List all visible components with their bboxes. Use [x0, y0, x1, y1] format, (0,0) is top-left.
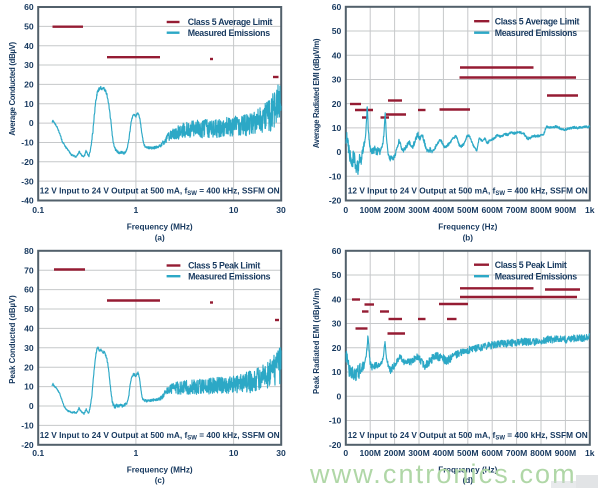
svg-text:Frequency (Hz): Frequency (Hz): [438, 466, 497, 475]
svg-text:30: 30: [332, 75, 342, 85]
svg-text:(a): (a): [155, 234, 165, 243]
svg-text:www.cntronics.com: www.cntronics.com: [309, 459, 577, 489]
svg-text:Frequency (MHz): Frequency (MHz): [127, 466, 193, 475]
svg-text:-40: -40: [21, 196, 34, 206]
svg-text:600M: 600M: [481, 448, 503, 458]
svg-text:0: 0: [29, 118, 34, 128]
svg-text:Measured Emissions: Measured Emissions: [495, 271, 578, 281]
svg-text:Class 5 Peak Limit: Class 5 Peak Limit: [495, 260, 567, 270]
svg-text:0.1: 0.1: [32, 448, 44, 458]
svg-text:-20: -20: [329, 440, 342, 450]
svg-text:600M: 600M: [481, 205, 503, 215]
svg-text:0.1: 0.1: [32, 205, 44, 215]
svg-text:-10: -10: [329, 171, 342, 181]
svg-text:30: 30: [332, 319, 342, 329]
svg-text:1k: 1k: [585, 448, 595, 458]
svg-text:60: 60: [332, 246, 342, 256]
svg-text:700M: 700M: [506, 205, 528, 215]
svg-text:200M: 200M: [384, 448, 406, 458]
svg-text:Frequency (Hz): Frequency (Hz): [438, 223, 497, 232]
svg-text:800M: 800M: [530, 205, 552, 215]
svg-text:30: 30: [24, 343, 34, 353]
svg-text:-30: -30: [21, 176, 34, 186]
svg-text:Measured Emissions: Measured Emissions: [495, 28, 578, 38]
svg-text:-20: -20: [21, 157, 34, 167]
svg-text:30: 30: [276, 205, 286, 215]
svg-text:Measured Emissions: Measured Emissions: [188, 28, 271, 38]
svg-text:-10: -10: [329, 416, 342, 426]
svg-text:Peak Conducted (dBµV): Peak Conducted (dBµV): [8, 295, 17, 384]
svg-text:30: 30: [276, 448, 286, 458]
svg-text:20: 20: [332, 99, 342, 109]
svg-text:(d): (d): [463, 476, 474, 485]
svg-text:40: 40: [24, 324, 34, 334]
svg-text:10: 10: [229, 205, 239, 215]
svg-text:0: 0: [343, 205, 348, 215]
svg-text:100M: 100M: [359, 448, 381, 458]
svg-text:300M: 300M: [408, 205, 430, 215]
svg-text:-10: -10: [21, 421, 34, 431]
svg-text:12 V Input to 24 V Output at 5: 12 V Input to 24 V Output at 500 mA, fSW…: [40, 430, 280, 442]
svg-text:30: 30: [24, 60, 34, 70]
svg-text:40: 40: [24, 41, 34, 51]
svg-text:50: 50: [332, 270, 342, 280]
svg-text:200M: 200M: [384, 205, 406, 215]
svg-text:50: 50: [24, 304, 34, 314]
svg-text:900M: 900M: [555, 448, 577, 458]
svg-text:400M: 400M: [433, 205, 455, 215]
svg-text:20: 20: [24, 362, 34, 372]
svg-text:1: 1: [134, 205, 139, 215]
svg-text:300M: 300M: [408, 448, 430, 458]
svg-text:100M: 100M: [359, 205, 381, 215]
svg-text:60: 60: [332, 2, 342, 12]
svg-text:12 V Input to 24 V Output at 5: 12 V Input to 24 V Output at 500 mA, fSW…: [348, 430, 588, 442]
svg-text:800M: 800M: [530, 448, 552, 458]
svg-text:-20: -20: [21, 440, 34, 450]
svg-text:(b): (b): [463, 234, 474, 243]
svg-text:60: 60: [24, 285, 34, 295]
svg-text:Class 5 Peak Limit: Class 5 Peak Limit: [188, 261, 260, 271]
svg-text:80: 80: [24, 246, 34, 256]
svg-text:20: 20: [332, 343, 342, 353]
svg-text:1k: 1k: [585, 205, 595, 215]
svg-text:500M: 500M: [457, 448, 479, 458]
svg-text:Average Conducted (dBµV): Average Conducted (dBµV): [8, 41, 17, 135]
svg-text:(c): (c): [155, 476, 165, 485]
svg-text:10: 10: [24, 382, 34, 392]
svg-text:10: 10: [332, 123, 342, 133]
svg-text:40: 40: [332, 294, 342, 304]
svg-text:900M: 900M: [555, 205, 577, 215]
svg-text:400M: 400M: [433, 448, 455, 458]
svg-text:20: 20: [24, 80, 34, 90]
svg-text:500M: 500M: [457, 205, 479, 215]
svg-text:12 V Input to 24 V Output at 5: 12 V Input to 24 V Output at 500 mA, fSW…: [40, 186, 280, 198]
svg-text:Frequency (MHz): Frequency (MHz): [127, 223, 193, 232]
svg-text:40: 40: [332, 50, 342, 60]
svg-text:50: 50: [332, 26, 342, 36]
svg-text:60: 60: [24, 2, 34, 12]
svg-text:70: 70: [24, 265, 34, 275]
svg-text:1: 1: [134, 448, 139, 458]
svg-text:-10: -10: [21, 138, 34, 148]
svg-text:Average Radiated EMI (dBµV/m): Average Radiated EMI (dBµV/m): [312, 38, 321, 148]
svg-text:10: 10: [332, 367, 342, 377]
svg-text:0: 0: [29, 401, 34, 411]
svg-text:Class 5 Average Limit: Class 5 Average Limit: [188, 17, 273, 27]
svg-text:0: 0: [343, 448, 348, 458]
svg-text:10: 10: [229, 448, 239, 458]
svg-text:Peak Radiated EMI (dBµV/m): Peak Radiated EMI (dBµV/m): [312, 288, 321, 394]
svg-text:50: 50: [24, 21, 34, 31]
svg-text:-20: -20: [329, 196, 342, 206]
svg-text:0: 0: [337, 391, 342, 401]
svg-text:0: 0: [337, 147, 342, 157]
svg-text:10: 10: [24, 99, 34, 109]
svg-text:12 V Input to 24 V Output at 5: 12 V Input to 24 V Output at 500 mA, fSW…: [348, 186, 588, 198]
svg-text:Measured Emissions: Measured Emissions: [188, 271, 271, 281]
svg-text:700M: 700M: [506, 448, 528, 458]
svg-text:Class 5 Average Limit: Class 5 Average Limit: [495, 16, 580, 26]
